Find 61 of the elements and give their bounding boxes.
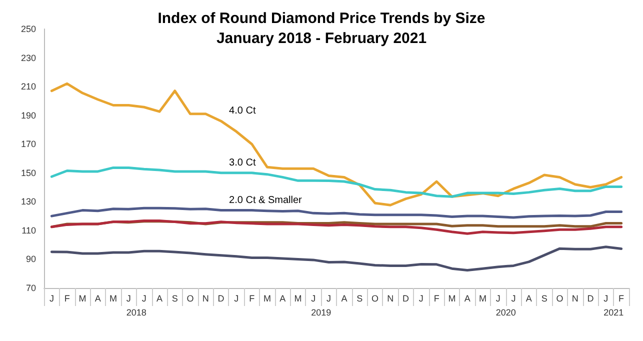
x-tick-label: M — [263, 294, 271, 304]
series-label: 2.0 Ct & Smaller — [229, 194, 303, 206]
x-tick-label: N — [202, 294, 209, 304]
x-tick-label: N — [387, 294, 394, 304]
x-tick-label: M — [78, 294, 86, 304]
x-tick-label: N — [572, 294, 578, 304]
y-tick-label: 130 — [20, 196, 36, 207]
y-tick-label: 150 — [20, 168, 36, 178]
y-tick-label: 250 — [20, 24, 36, 34]
line-series — [50, 246, 623, 272]
text: 2019 — [311, 308, 332, 318]
x-tick-label: J — [496, 294, 500, 304]
text: 2018 — [126, 308, 146, 318]
x-tick-label: A — [526, 294, 532, 304]
x-tick-label: J — [311, 294, 316, 304]
x-tick-label: D — [587, 294, 594, 304]
text: 2020 — [496, 308, 516, 318]
x-tick-label: S — [172, 294, 178, 304]
line-series — [50, 220, 623, 235]
x-tick-label: O — [371, 294, 378, 304]
y-tick-label: 170 — [20, 139, 36, 150]
series-label: 4.0 Ct — [229, 106, 256, 117]
x-tick-label: J — [49, 294, 54, 304]
x-tick-label: F — [64, 294, 70, 304]
x-tick-label: O — [556, 294, 564, 304]
x-tick-label: J — [126, 294, 131, 304]
x-tick-label: S — [541, 294, 548, 304]
line-series — [50, 82, 623, 206]
x-tick-label: S — [356, 294, 363, 304]
x-tick-label: A — [464, 294, 470, 304]
x-tick-label: F — [249, 294, 256, 304]
y-tick-label: 210 — [20, 82, 36, 92]
x-tick-label: M — [294, 294, 302, 304]
x-tick-label: J — [234, 294, 239, 304]
x-tick-label: J — [326, 294, 332, 304]
x-tick-label: D — [402, 294, 410, 304]
x-tick-label: M — [110, 294, 118, 304]
x-tick-label: M — [479, 294, 486, 304]
x-tick-label: D — [218, 294, 225, 304]
series-label: 3.0 Ct — [229, 157, 256, 168]
y-tick-label: 190 — [20, 110, 36, 120]
x-tick-label: F — [434, 294, 440, 304]
y-tick-label: 110 — [22, 225, 36, 236]
x-tick-label: J — [418, 294, 424, 304]
x-tick-label: A — [156, 294, 162, 304]
text: 2021 — [604, 308, 624, 318]
x-tick-label: A — [341, 294, 348, 304]
x-tick-label: M — [448, 294, 456, 304]
x-tick-label: J — [142, 294, 146, 304]
x-tick-label: J — [604, 294, 608, 304]
x-tick-label: O — [186, 294, 194, 304]
x-tick-label: J — [511, 294, 516, 304]
line-series — [50, 206, 623, 219]
x-tick-label: A — [94, 294, 101, 304]
chart-subtitle: January 2018 - February 2021 — [216, 30, 427, 47]
x-tick-label: F — [618, 294, 625, 304]
chart-title: Index of Round Diamond Price Trends by Size — [158, 10, 486, 27]
y-tick-label: 70 — [26, 283, 36, 293]
x-tick-label: A — [280, 294, 286, 304]
y-tick-label: 90 — [26, 254, 36, 264]
y-tick-label: 230 — [20, 52, 36, 63]
